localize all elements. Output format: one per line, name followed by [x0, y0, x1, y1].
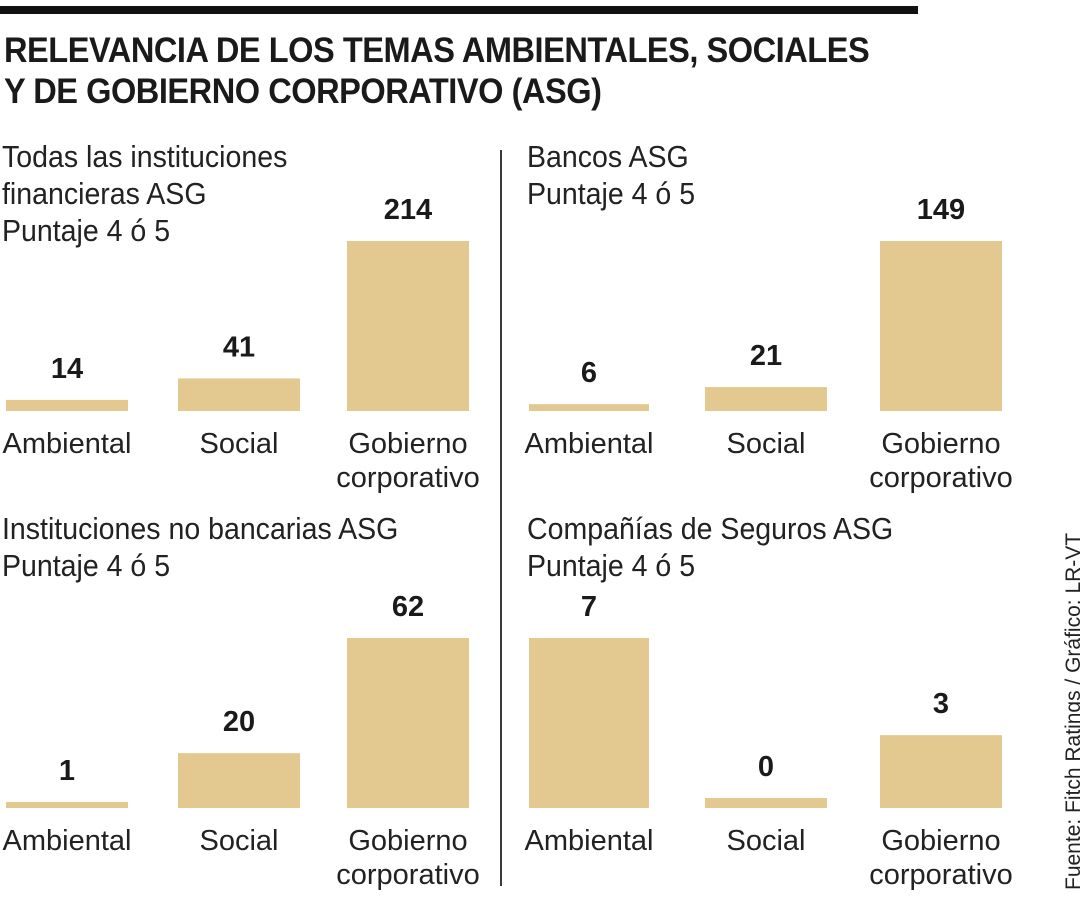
panel-title-line-1: Bancos ASG — [527, 139, 689, 174]
category-label-3-line-2: corporativo — [869, 462, 1012, 494]
category-label-2: Social — [200, 428, 279, 460]
panel-title-line-3: Puntaje 4 ó 5 — [2, 213, 171, 248]
chart-panel-banks: Bancos ASG Puntaje 4 ó 5 6 Ambiental 21 Soc… — [525, 138, 1017, 500]
data-label-3: 3 — [933, 688, 949, 720]
panel-title-line-2: financieras ASG — [2, 176, 207, 211]
panel-title: Todas las instituciones financieras ASG … — [2, 138, 287, 249]
bar-3 — [347, 241, 469, 411]
bar-1 — [6, 399, 128, 411]
bar-3 — [347, 638, 469, 808]
category-label-1: Ambiental — [3, 825, 132, 857]
panel-title: Compañías de Seguros ASG Puntaje 4 ó 5 — [527, 510, 893, 584]
panel-divider — [500, 150, 502, 886]
data-label-2: 21 — [750, 340, 782, 372]
category-label-3-line-1: Gobierno — [881, 428, 1000, 460]
panel-title: Bancos ASG Puntaje 4 ó 5 — [527, 138, 695, 212]
category-label-3-line-2: corporativo — [869, 859, 1012, 891]
data-label-3: 214 — [384, 194, 432, 226]
data-label-1: 1 — [59, 755, 75, 787]
category-label-3-line-1: Gobierno — [348, 825, 467, 857]
category-label-2: Social — [200, 825, 279, 857]
data-label-2: 20 — [223, 706, 255, 738]
category-label-2: Social — [727, 825, 806, 857]
source-credit: Fuente: Fitch Ratings / Gráfico: LR-VT — [1062, 532, 1080, 890]
panel-title-line-1: Todas las instituciones — [2, 139, 288, 174]
bar-3 — [880, 241, 1002, 411]
category-label-3-line-2: corporativo — [336, 462, 479, 494]
bar-1 — [529, 638, 649, 808]
panel-title-line-2: Puntaje 4 ó 5 — [527, 548, 696, 583]
category-label-3-line-1: Gobierno — [348, 428, 467, 460]
category-label-3-line-1: Gobierno — [881, 825, 1000, 857]
chart-panel-insurance-companies: Compañías de Seguros ASG Puntaje 4 ó 5 7… — [525, 510, 1017, 900]
category-label-3-line-2: corporativo — [336, 859, 479, 891]
bar-chart: 14 Ambiental 41 Social 214 Gobiernocorporativ… — [3, 194, 480, 494]
category-label-1: Ambiental — [525, 825, 654, 857]
main-title: RELEVANCIA DE LOS TEMAS AMBIENTALES, SOC… — [4, 30, 870, 112]
data-label-2: 41 — [223, 331, 255, 363]
panel-title: Instituciones no bancarias ASG Puntaje 4… — [2, 510, 398, 584]
category-label-1: Ambiental — [525, 428, 654, 460]
bar-2 — [178, 378, 300, 411]
category-label-2: Social — [727, 428, 806, 460]
data-label-3: 62 — [392, 591, 424, 623]
bar-3 — [880, 735, 1002, 808]
chart-panel-all-institutions: Todas las instituciones financieras ASG … — [2, 138, 492, 500]
bar-2 — [178, 753, 300, 808]
data-label-2: 0 — [758, 751, 774, 783]
panel-title-line-2: Puntaje 4 ó 5 — [527, 176, 696, 211]
data-label-1: 7 — [581, 591, 597, 623]
panel-title-line-2: Puntaje 4 ó 5 — [2, 548, 171, 583]
data-label-1: 6 — [581, 357, 597, 389]
top-rule — [0, 6, 918, 14]
bar-1 — [6, 802, 128, 808]
data-label-1: 14 — [51, 353, 83, 385]
data-label-3: 149 — [917, 194, 965, 226]
bar-1 — [529, 404, 649, 411]
main-title-line-2: Y DE GOBIERNO CORPORATIVO (ASG) — [4, 72, 602, 111]
main-title-line-1: RELEVANCIA DE LOS TEMAS AMBIENTALES, SOC… — [4, 31, 870, 70]
panel-title-line-1: Compañías de Seguros ASG — [527, 511, 894, 546]
chart-panel-non-bank-institutions: Instituciones no bancarias ASG Puntaje 4… — [2, 510, 492, 900]
bar-2 — [705, 798, 827, 808]
bar-2 — [705, 387, 827, 411]
category-label-1: Ambiental — [3, 428, 132, 460]
panel-title-line-1: Instituciones no bancarias ASG — [2, 511, 399, 546]
